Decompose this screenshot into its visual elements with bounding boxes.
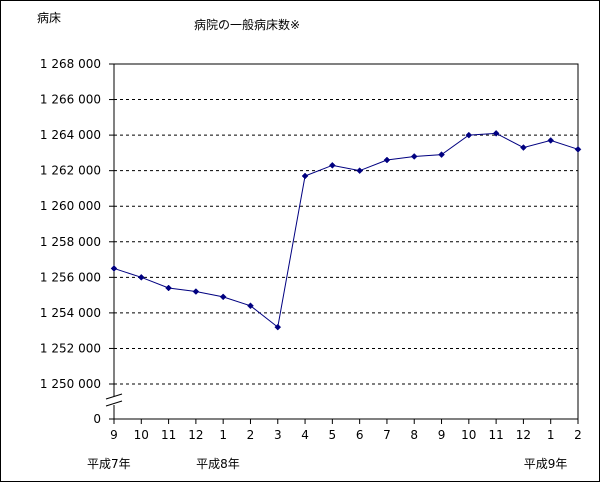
data-point	[438, 151, 445, 159]
x-tick-label: 7	[383, 428, 391, 442]
y-tick-label: 1 254 000	[40, 306, 101, 320]
data-point	[110, 265, 118, 272]
x-tick-label: 12	[516, 428, 531, 442]
x-tick-label: 6	[356, 428, 364, 442]
axis-break-mark	[105, 393, 123, 400]
data-point	[383, 156, 391, 164]
data-point	[492, 129, 500, 137]
data-point	[356, 167, 364, 175]
x-tick-label: 11	[161, 428, 176, 442]
data-point	[547, 137, 555, 144]
x-tick-label: 2	[247, 428, 255, 442]
y-tick-label: 1 260 000	[40, 199, 101, 213]
x-year-label: 平成9年	[524, 457, 568, 471]
y-tick-label: 1 252 000	[40, 341, 101, 355]
x-tick-label: 10	[461, 428, 476, 442]
x-tick-label: 12	[188, 428, 203, 442]
data-point	[137, 273, 145, 281]
plot-area-frame	[113, 63, 579, 420]
y-tick-label: 1 266 000	[40, 93, 101, 107]
axis-break-mark	[105, 400, 123, 407]
y-tick-label: 1 262 000	[40, 164, 101, 178]
x-year-label: 平成8年	[196, 457, 240, 471]
chart-title: 病院の一般病床数※	[194, 17, 300, 32]
y-zero-label: 0	[93, 412, 101, 426]
data-point	[574, 145, 582, 153]
data-point	[301, 172, 309, 180]
x-tick-label: 9	[110, 428, 118, 442]
x-tick-label: 10	[134, 428, 149, 442]
x-tick-label: 8	[410, 428, 418, 442]
data-point	[219, 293, 227, 301]
data-point	[247, 302, 254, 310]
y-tick-label: 1 256 000	[40, 270, 101, 284]
x-tick-label: 3	[274, 428, 282, 442]
y-tick-label: 1 264 000	[40, 128, 101, 142]
y-tick-label: 1 258 000	[40, 235, 101, 249]
x-tick-label: 1	[219, 428, 227, 442]
x-year-label: 平成7年	[87, 457, 131, 471]
data-point	[165, 284, 172, 292]
y-tick-label: 1 268 000	[40, 57, 101, 71]
x-tick-label: 2	[574, 428, 582, 442]
data-point	[520, 144, 527, 151]
x-tick-label: 4	[301, 428, 309, 442]
data-point	[465, 131, 473, 139]
y-axis-label: 病床	[37, 10, 61, 25]
axis-break-gap	[106, 396, 122, 405]
x-tick-label: 5	[329, 428, 337, 442]
data-point	[192, 288, 200, 295]
data-point	[328, 161, 336, 169]
x-tick-label: 9	[438, 428, 446, 442]
data-point	[274, 323, 282, 331]
y-tick-label: 1 250 000	[40, 377, 101, 391]
x-tick-label: 1	[547, 428, 555, 442]
data-point	[410, 153, 418, 160]
series-line	[113, 132, 579, 329]
x-tick-label: 11	[488, 428, 503, 442]
